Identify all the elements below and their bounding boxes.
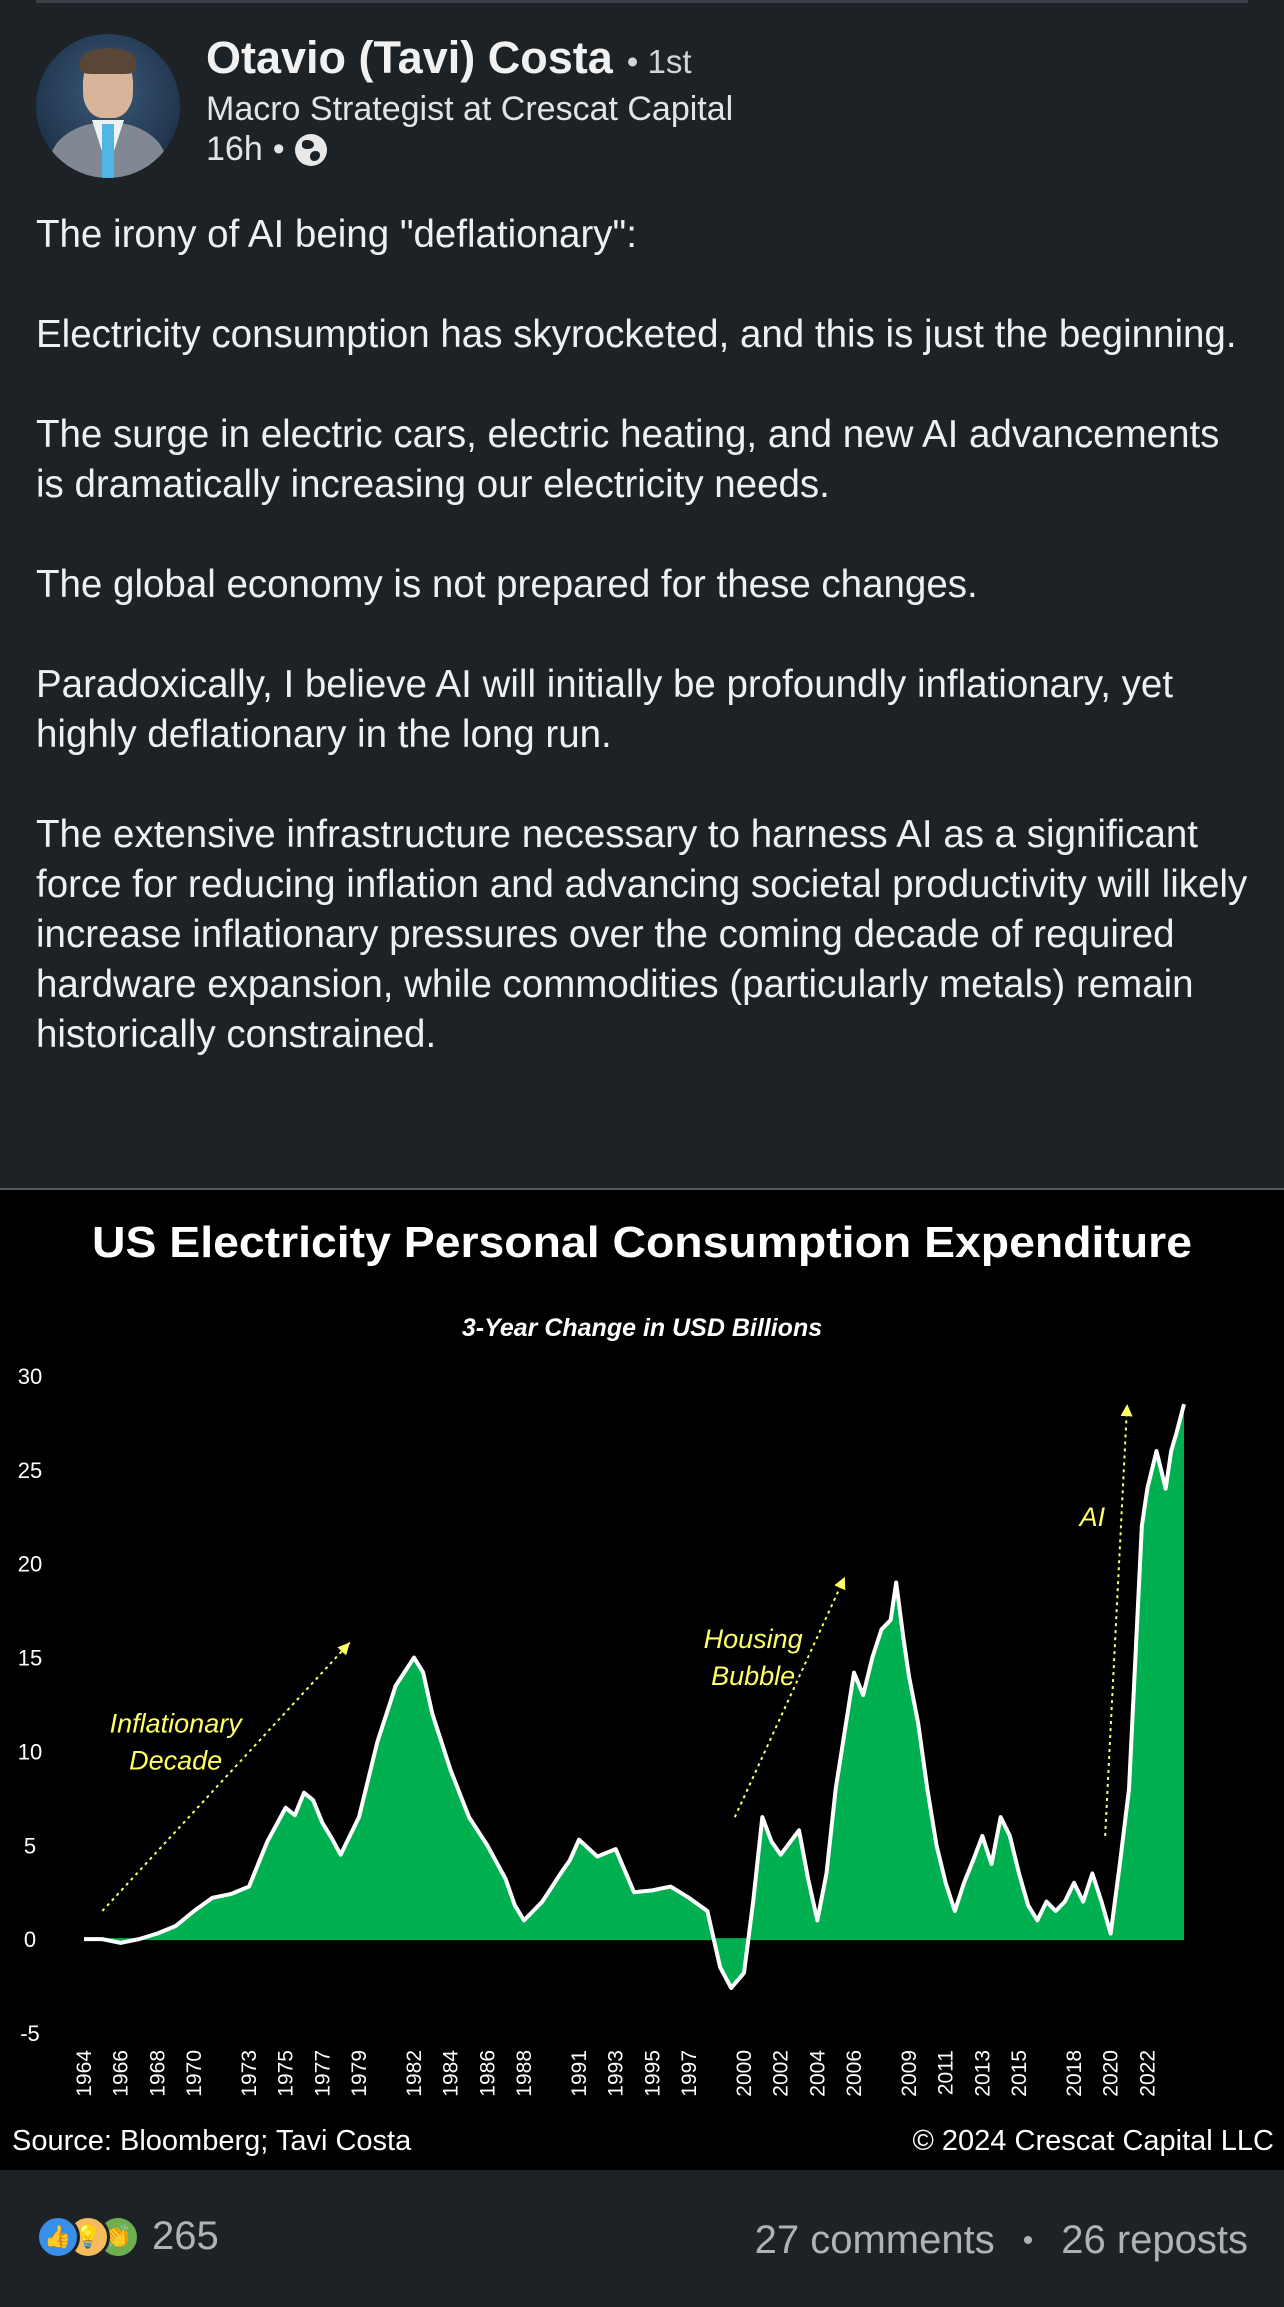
chart-copyright: © 2024 Crescat Capital LLC xyxy=(913,2125,1275,2157)
author-headline: Macro Strategist at Crescat Capital xyxy=(206,90,734,128)
x-tick-label: 2004 xyxy=(806,2050,829,2097)
x-axis: 1964 1966 1968 1970 1973 1975 1977 1979 1982 1984… xyxy=(73,2050,1159,2097)
x-tick-label: 1970 xyxy=(183,2050,206,2097)
annotations: Inflationary Decade Housing Bubble AI xyxy=(101,1404,1133,1912)
x-tick-label: 2009 xyxy=(898,2050,921,2097)
post-paragraph: Electricity consumption has skyrocketed,… xyxy=(36,313,1237,356)
y-tick-label: 10 xyxy=(18,1739,42,1764)
chart-subtitle: 3-Year Change in USD Billions xyxy=(462,1314,822,1342)
x-tick-label: 2020 xyxy=(1100,2050,1123,2097)
x-tick-label: 1968 xyxy=(146,2050,169,2097)
annotation-label: Decade xyxy=(129,1746,222,1776)
x-tick-label: 1973 xyxy=(238,2050,261,2097)
y-tick-label: -5 xyxy=(20,2021,40,2046)
post-text: The irony of AI being "deflationary": El… xyxy=(36,210,1256,1110)
x-tick-label: 2011 xyxy=(935,2050,958,2095)
x-tick-label: 1979 xyxy=(348,2050,371,2097)
electricity-chart: US Electricity Personal Consumption Expe… xyxy=(12,1218,1275,2157)
author-line: Otavio (Tavi) Costa • 1st xyxy=(206,32,692,84)
connection-degree: • 1st xyxy=(626,43,692,80)
series-line xyxy=(84,1403,1186,1990)
x-tick-label: 1964 xyxy=(73,2050,96,2097)
x-tick-label: 1984 xyxy=(440,2050,463,2097)
x-tick-label: 2006 xyxy=(843,2050,866,2097)
post-time: 16h xyxy=(206,130,263,168)
chart-title: US Electricity Personal Consumption Expe… xyxy=(92,1218,1192,1267)
top-divider xyxy=(36,0,1248,3)
globe-icon xyxy=(294,133,327,166)
x-tick-label: 2018 xyxy=(1063,2050,1086,2097)
avatar[interactable] xyxy=(36,34,180,178)
post-paragraph: The surge in electric cars, electric hea… xyxy=(36,413,1220,506)
social-bar: 👍 💡 👏 265 27 comments • 26 reposts xyxy=(0,2170,1284,2307)
x-tick-label: 1991 xyxy=(568,2050,591,2097)
post-paragraph: The extensive infrastructure necessary t… xyxy=(36,813,1248,1056)
annotation-arrow xyxy=(1104,1404,1133,1836)
annotation-arrow xyxy=(101,1641,351,1912)
annotation-arrow xyxy=(733,1576,846,1818)
like-icon: 👍 xyxy=(36,2214,80,2259)
x-tick-label: 2022 xyxy=(1136,2050,1159,2097)
y-tick-label: 15 xyxy=(18,1646,42,1671)
x-tick-label: 1982 xyxy=(403,2050,426,2097)
reaction-count[interactable]: 265 xyxy=(152,2214,219,2258)
x-tick-label: 2000 xyxy=(733,2050,756,2097)
post-header: Otavio (Tavi) Costa • 1st Macro Strategi… xyxy=(36,30,1248,180)
post-paragraph: The irony of AI being "deflationary": xyxy=(36,213,637,256)
x-tick-label: 1966 xyxy=(110,2050,133,2097)
annotation-label: Inflationary xyxy=(110,1709,244,1739)
annotation-label: AI xyxy=(1078,1502,1106,1532)
post-meta: 16h • xyxy=(206,130,327,169)
x-tick-label: 1993 xyxy=(605,2050,628,2097)
reactions[interactable]: 👍 💡 👏 265 xyxy=(36,2214,219,2259)
x-tick-label: 2002 xyxy=(770,2050,793,2097)
x-tick-label: 1988 xyxy=(513,2050,536,2097)
series-area xyxy=(84,1404,1184,1988)
chart-source: Source: Bloomberg; Tavi Costa xyxy=(12,2125,412,2157)
y-tick-label: 25 xyxy=(18,1458,42,1483)
x-tick-label: 2013 xyxy=(971,2050,994,2097)
y-tick-label: 30 xyxy=(18,1364,42,1389)
x-tick-label: 1975 xyxy=(275,2050,298,2097)
post-paragraph: The global economy is not prepared for t… xyxy=(36,563,978,606)
y-tick-label: 20 xyxy=(18,1552,42,1577)
post-paragraph: Paradoxically, I believe AI will initial… xyxy=(36,663,1174,756)
engagement-separator: • xyxy=(1022,2223,1034,2257)
annotation-label: Bubble xyxy=(711,1661,795,1691)
x-tick-label: 1995 xyxy=(641,2050,664,2097)
chart-image[interactable]: US Electricity Personal Consumption Expe… xyxy=(0,1190,1284,2170)
y-tick-label: 5 xyxy=(24,1833,36,1858)
x-tick-label: 1977 xyxy=(311,2050,334,2097)
y-axis: -5 0 5 10 15 20 25 30 xyxy=(18,1364,42,2046)
reposts-link[interactable]: 26 reposts xyxy=(1061,2218,1248,2262)
y-tick-label: 0 xyxy=(24,1927,36,1952)
annotation-label: Housing xyxy=(704,1624,803,1654)
comments-link[interactable]: 27 comments xyxy=(754,2218,995,2262)
engagement-counts: 27 comments • 26 reposts xyxy=(755,2218,1248,2263)
chart-divider xyxy=(0,1188,1284,1190)
x-tick-label: 2015 xyxy=(1008,2050,1031,2097)
plot-area xyxy=(84,1403,1186,1990)
x-tick-label: 1997 xyxy=(678,2050,701,2097)
x-tick-label: 1986 xyxy=(476,2050,499,2097)
author-name[interactable]: Otavio (Tavi) Costa xyxy=(206,32,613,83)
meta-separator: • xyxy=(272,130,285,168)
